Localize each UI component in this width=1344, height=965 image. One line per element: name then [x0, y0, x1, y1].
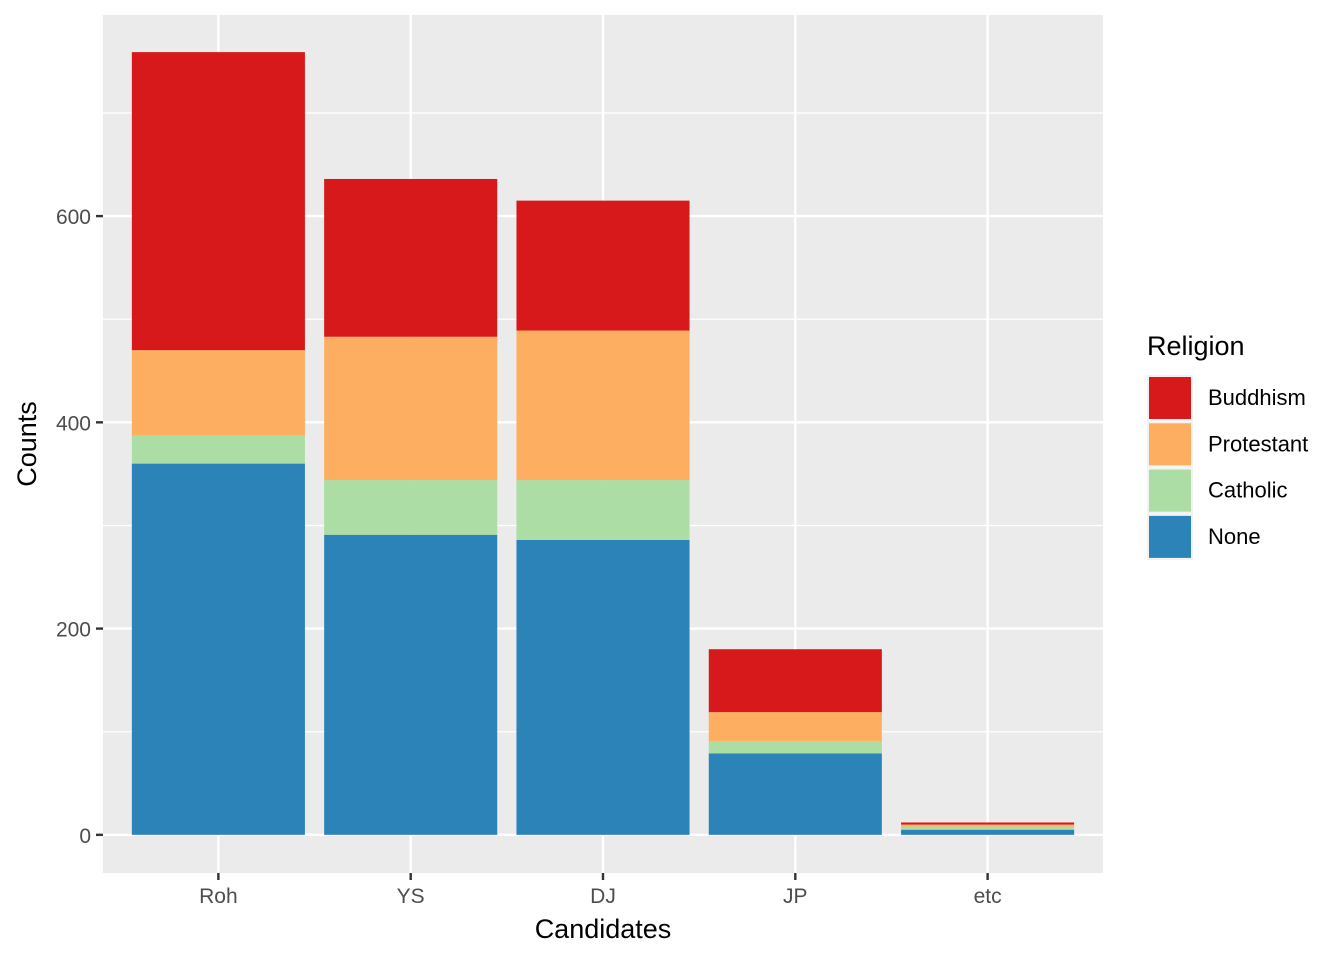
bar-segment-dj-buddhism: [516, 200, 690, 331]
bar-segment-jp-protestant: [708, 712, 882, 741]
y-tick-label: 0: [79, 825, 91, 848]
bar-segment-roh-catholic: [131, 435, 305, 464]
bar-segment-roh-none: [131, 463, 305, 835]
bar-segment-dj-protestant: [516, 330, 690, 481]
bar-segment-ys-protestant: [324, 336, 498, 481]
y-tick-label: 400: [56, 412, 91, 435]
x-axis: Roh YS DJ JP etc: [199, 873, 1002, 908]
x-tick-label: Roh: [199, 885, 238, 908]
legend-label-buddhism: Buddhism: [1208, 385, 1306, 410]
bar-segment-etc-none: [901, 829, 1075, 835]
y-tick-label: 200: [56, 619, 91, 642]
legend-label-catholic: Catholic: [1208, 478, 1287, 503]
bar-segment-roh-protestant: [131, 350, 305, 436]
bar-segment-dj-catholic: [516, 480, 690, 540]
bar-segment-ys-buddhism: [324, 178, 498, 337]
x-tick-label: etc: [974, 885, 1002, 908]
bar-segment-ys-catholic: [324, 480, 498, 535]
y-tick-label: 600: [56, 206, 91, 229]
bar-segment-etc-catholic: [901, 826, 1075, 830]
legend-swatch-catholic: [1149, 469, 1191, 512]
bar-segment-jp-catholic: [708, 741, 882, 754]
x-tick-label: DJ: [590, 885, 616, 908]
legend-label-protestant: Protestant: [1208, 431, 1308, 456]
y-axis: 0 200 400 600: [56, 206, 103, 848]
bar-segment-jp-none: [708, 753, 882, 835]
x-tick-label: JP: [783, 885, 808, 908]
bar-segment-dj-none: [516, 539, 690, 835]
legend-swatch-none: [1149, 515, 1191, 558]
y-axis-title: Counts: [12, 401, 42, 487]
legend-swatch-buddhism: [1149, 377, 1191, 419]
legend-label-none: None: [1208, 524, 1261, 549]
bar-segment-etc-protestant: [901, 824, 1075, 827]
bar-segment-ys-none: [324, 534, 498, 835]
x-axis-title: Candidates: [535, 914, 672, 944]
bar-segment-etc-buddhism: [901, 822, 1075, 825]
legend-swatch-protestant: [1149, 423, 1191, 466]
bar-segment-roh-buddhism: [131, 52, 305, 351]
legend-title: Religion: [1147, 331, 1245, 361]
legend: Religion Buddhism Protestant Catholic None: [1147, 331, 1308, 560]
x-tick-label: YS: [397, 885, 425, 908]
bar-segment-jp-buddhism: [708, 649, 882, 713]
bars: [131, 52, 1075, 835]
